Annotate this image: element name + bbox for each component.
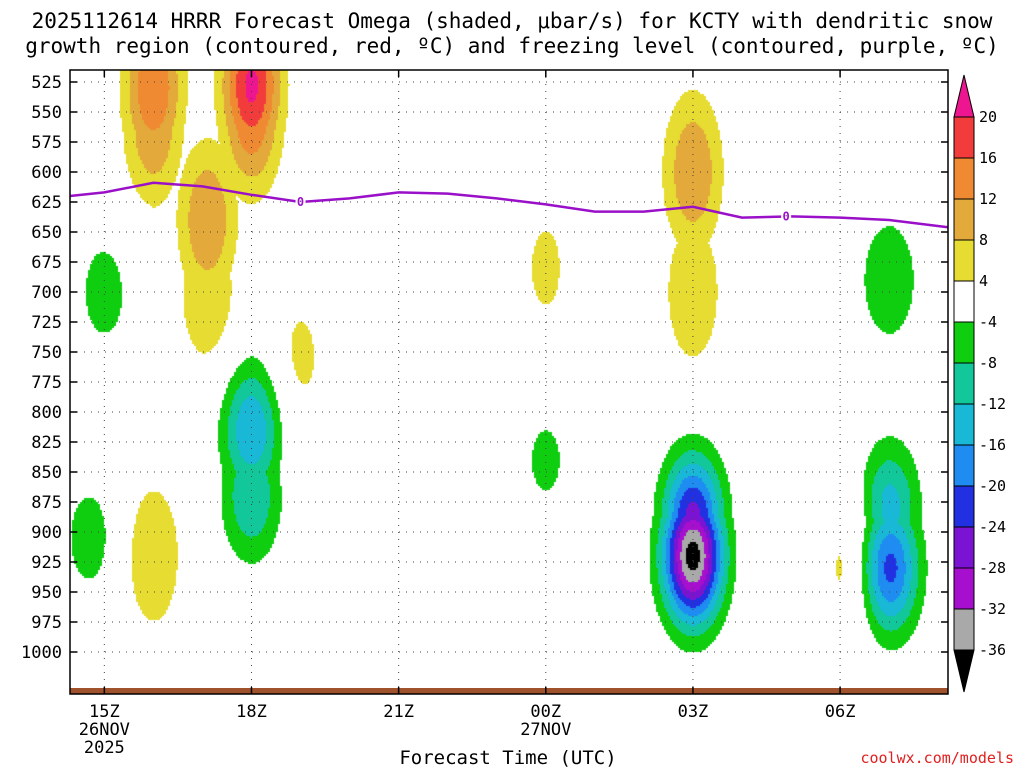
- y-tick-label: 750: [31, 343, 62, 363]
- colorbar-label: -4: [979, 313, 997, 331]
- credit-text[interactable]: coolwx.com/models: [860, 749, 1014, 767]
- colorbar-bin: [953, 403, 975, 446]
- colorbar-label: 20: [979, 108, 997, 126]
- colorbar-top-arrow: [953, 74, 975, 118]
- x-tick-label: 03Z: [678, 702, 709, 722]
- colorbar-bin: [953, 526, 975, 569]
- colorbar-label: -24: [979, 518, 1006, 536]
- y-tick-label: 775: [31, 373, 62, 393]
- plot-area: 00: [69, 69, 949, 695]
- colorbar-label: -8: [979, 354, 997, 372]
- y-tick-label: 850: [31, 463, 62, 483]
- colorbar-bin: [953, 444, 975, 487]
- y-tick-label: 825: [31, 433, 62, 453]
- y-tick-label: 900: [31, 523, 62, 543]
- x-tick-label: 27NOV: [520, 720, 571, 740]
- y-tick-label: 925: [31, 553, 62, 573]
- freezing-label-bg: [781, 208, 792, 224]
- colorbar-label: -28: [979, 559, 1006, 577]
- colorbar-label: -16: [979, 436, 1006, 454]
- x-tick-label: 21Z: [383, 702, 414, 722]
- freezing-level-label: 0: [297, 195, 304, 209]
- x-tick-label: 00Z: [530, 702, 561, 722]
- y-tick-label: 675: [31, 253, 62, 273]
- y-tick-label: 600: [31, 163, 62, 183]
- y-tick-label: 700: [31, 283, 62, 303]
- y-tick-label: 975: [31, 613, 62, 633]
- y-tick-label: 950: [31, 583, 62, 603]
- x-tick-label: 06Z: [825, 702, 856, 722]
- omega-shading: [70, 70, 948, 694]
- colorbar-bin: [953, 280, 975, 323]
- y-tick-label: 550: [31, 103, 62, 123]
- chart-title-line-1: 2025112614 HRRR Forecast Omega (shaded, …: [32, 9, 993, 33]
- colorbar-bin: [953, 608, 975, 651]
- x-tick-label: 15Z: [89, 702, 120, 722]
- colorbar-bin: [953, 239, 975, 282]
- colorbar-bin: [953, 321, 975, 364]
- colorbar-bin: [953, 157, 975, 200]
- y-tick-label: 800: [31, 403, 62, 423]
- x-tick-label: 2025: [84, 738, 125, 758]
- x-tick-label: 18Z: [236, 702, 267, 722]
- colorbar-bin: [953, 116, 975, 159]
- colorbar-label: -32: [979, 600, 1006, 618]
- colorbar-label: -20: [979, 477, 1006, 495]
- colorbar-label: 12: [979, 190, 997, 208]
- colorbar-label: 4: [979, 272, 988, 290]
- y-axis-tick-labels: 525 550 575 600 625 650 675 700 725 750 775 800 825 8…: [21, 73, 948, 663]
- x-axis-label: Forecast Time (UTC): [399, 747, 616, 768]
- colorbar-bin: [953, 485, 975, 528]
- chart-title-line-2: growth region (contoured, red, ºC) and f…: [25, 34, 999, 58]
- terrain-strip: [70, 688, 948, 694]
- omega-colorbar: 20 16 12 8 4 -4 -8 -12 -16 -20 -24 -28 -32 -36: [953, 74, 1006, 693]
- y-tick-label: 525: [31, 73, 62, 93]
- freezing-label-bg: [295, 194, 306, 209]
- y-tick-label: 725: [31, 313, 62, 333]
- colorbar-bin: [953, 198, 975, 241]
- colorbar-label: -12: [979, 395, 1006, 413]
- colorbar-bin: [953, 567, 975, 610]
- y-tick-label: 875: [31, 493, 62, 513]
- y-tick-label: 575: [31, 133, 62, 153]
- colorbar-label: -36: [979, 641, 1006, 659]
- colorbar-label: 8: [979, 231, 988, 249]
- y-tick-label: 650: [31, 223, 62, 243]
- y-tick-label: 625: [31, 193, 62, 213]
- freezing-level-label: 0: [783, 210, 790, 224]
- colorbar-bottom-arrow: [953, 649, 975, 693]
- colorbar-label: 16: [979, 149, 997, 167]
- colorbar-bin: [953, 362, 975, 405]
- x-tick-label: 26NOV: [79, 720, 130, 740]
- y-tick-label: 1000: [21, 643, 62, 663]
